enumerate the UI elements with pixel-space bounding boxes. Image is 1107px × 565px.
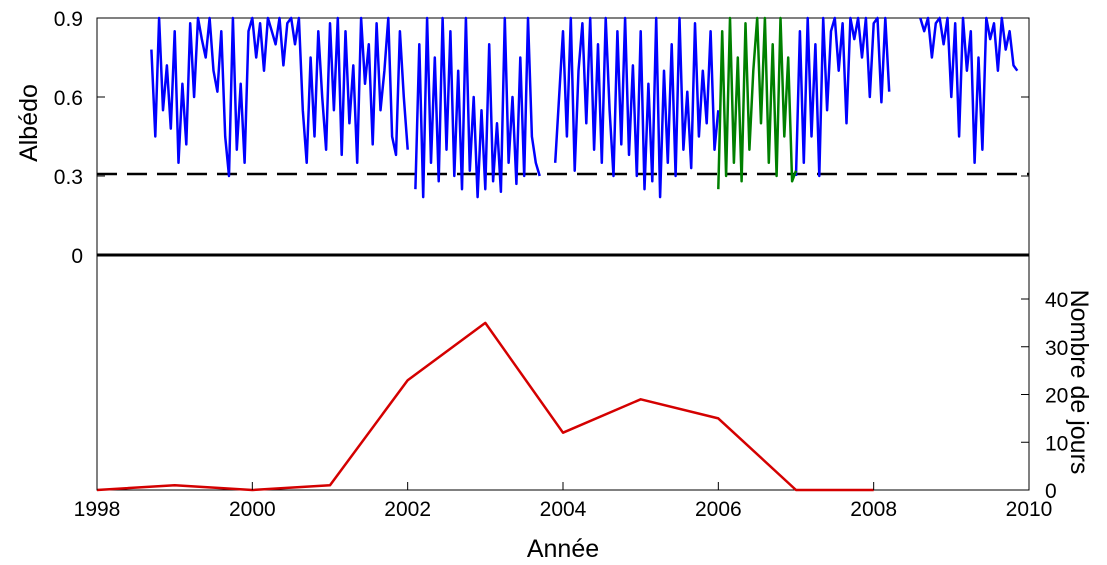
left-tick-label: 0.3 [54, 166, 83, 189]
albedo-series-blue [794, 16, 891, 178]
albedo-series-blue [150, 16, 409, 178]
x-tick-label: 2008 [850, 498, 897, 521]
right-tick-label: 30 [1045, 337, 1068, 360]
x-axis-ticks: 1998 2000 2002 2004 2006 2008 2010 [74, 482, 1053, 521]
albedo-series-layer [150, 16, 1019, 199]
albedo-series-blue [553, 16, 720, 199]
x-tick-label: 2010 [1006, 498, 1053, 521]
albedo-series-blue [414, 16, 541, 199]
left-tick-label: 0.6 [54, 87, 83, 110]
right-tick-label: 20 [1045, 385, 1068, 408]
x-tick-label: 2004 [540, 498, 587, 521]
x-tick-label: 2000 [229, 498, 276, 521]
left-tick-label: 0.9 [54, 8, 83, 31]
left-tick-label: 0 [71, 245, 83, 268]
days-series-layer [96, 321, 874, 492]
y-axis-title-right: Nombre de jours [1065, 290, 1093, 475]
right-tick-label: 40 [1045, 289, 1068, 312]
right-axis-ticks: 0 10 20 30 40 [1021, 289, 1068, 503]
albedo-series-blue [919, 16, 1019, 165]
y-axis-title-left: Albédo [15, 84, 43, 162]
x-axis-title: Année [527, 535, 599, 563]
x-tick-label: 2006 [695, 498, 742, 521]
days-series-line [96, 321, 874, 492]
albedo-series-green [717, 16, 798, 190]
right-tick-label: 10 [1045, 432, 1068, 455]
x-tick-label: 1998 [74, 498, 121, 521]
left-axis-ticks: 0 0.3 0.6 0.9 [54, 8, 1029, 268]
x-tick-label: 2002 [384, 498, 431, 521]
right-tick-label: 0 [1045, 480, 1057, 503]
